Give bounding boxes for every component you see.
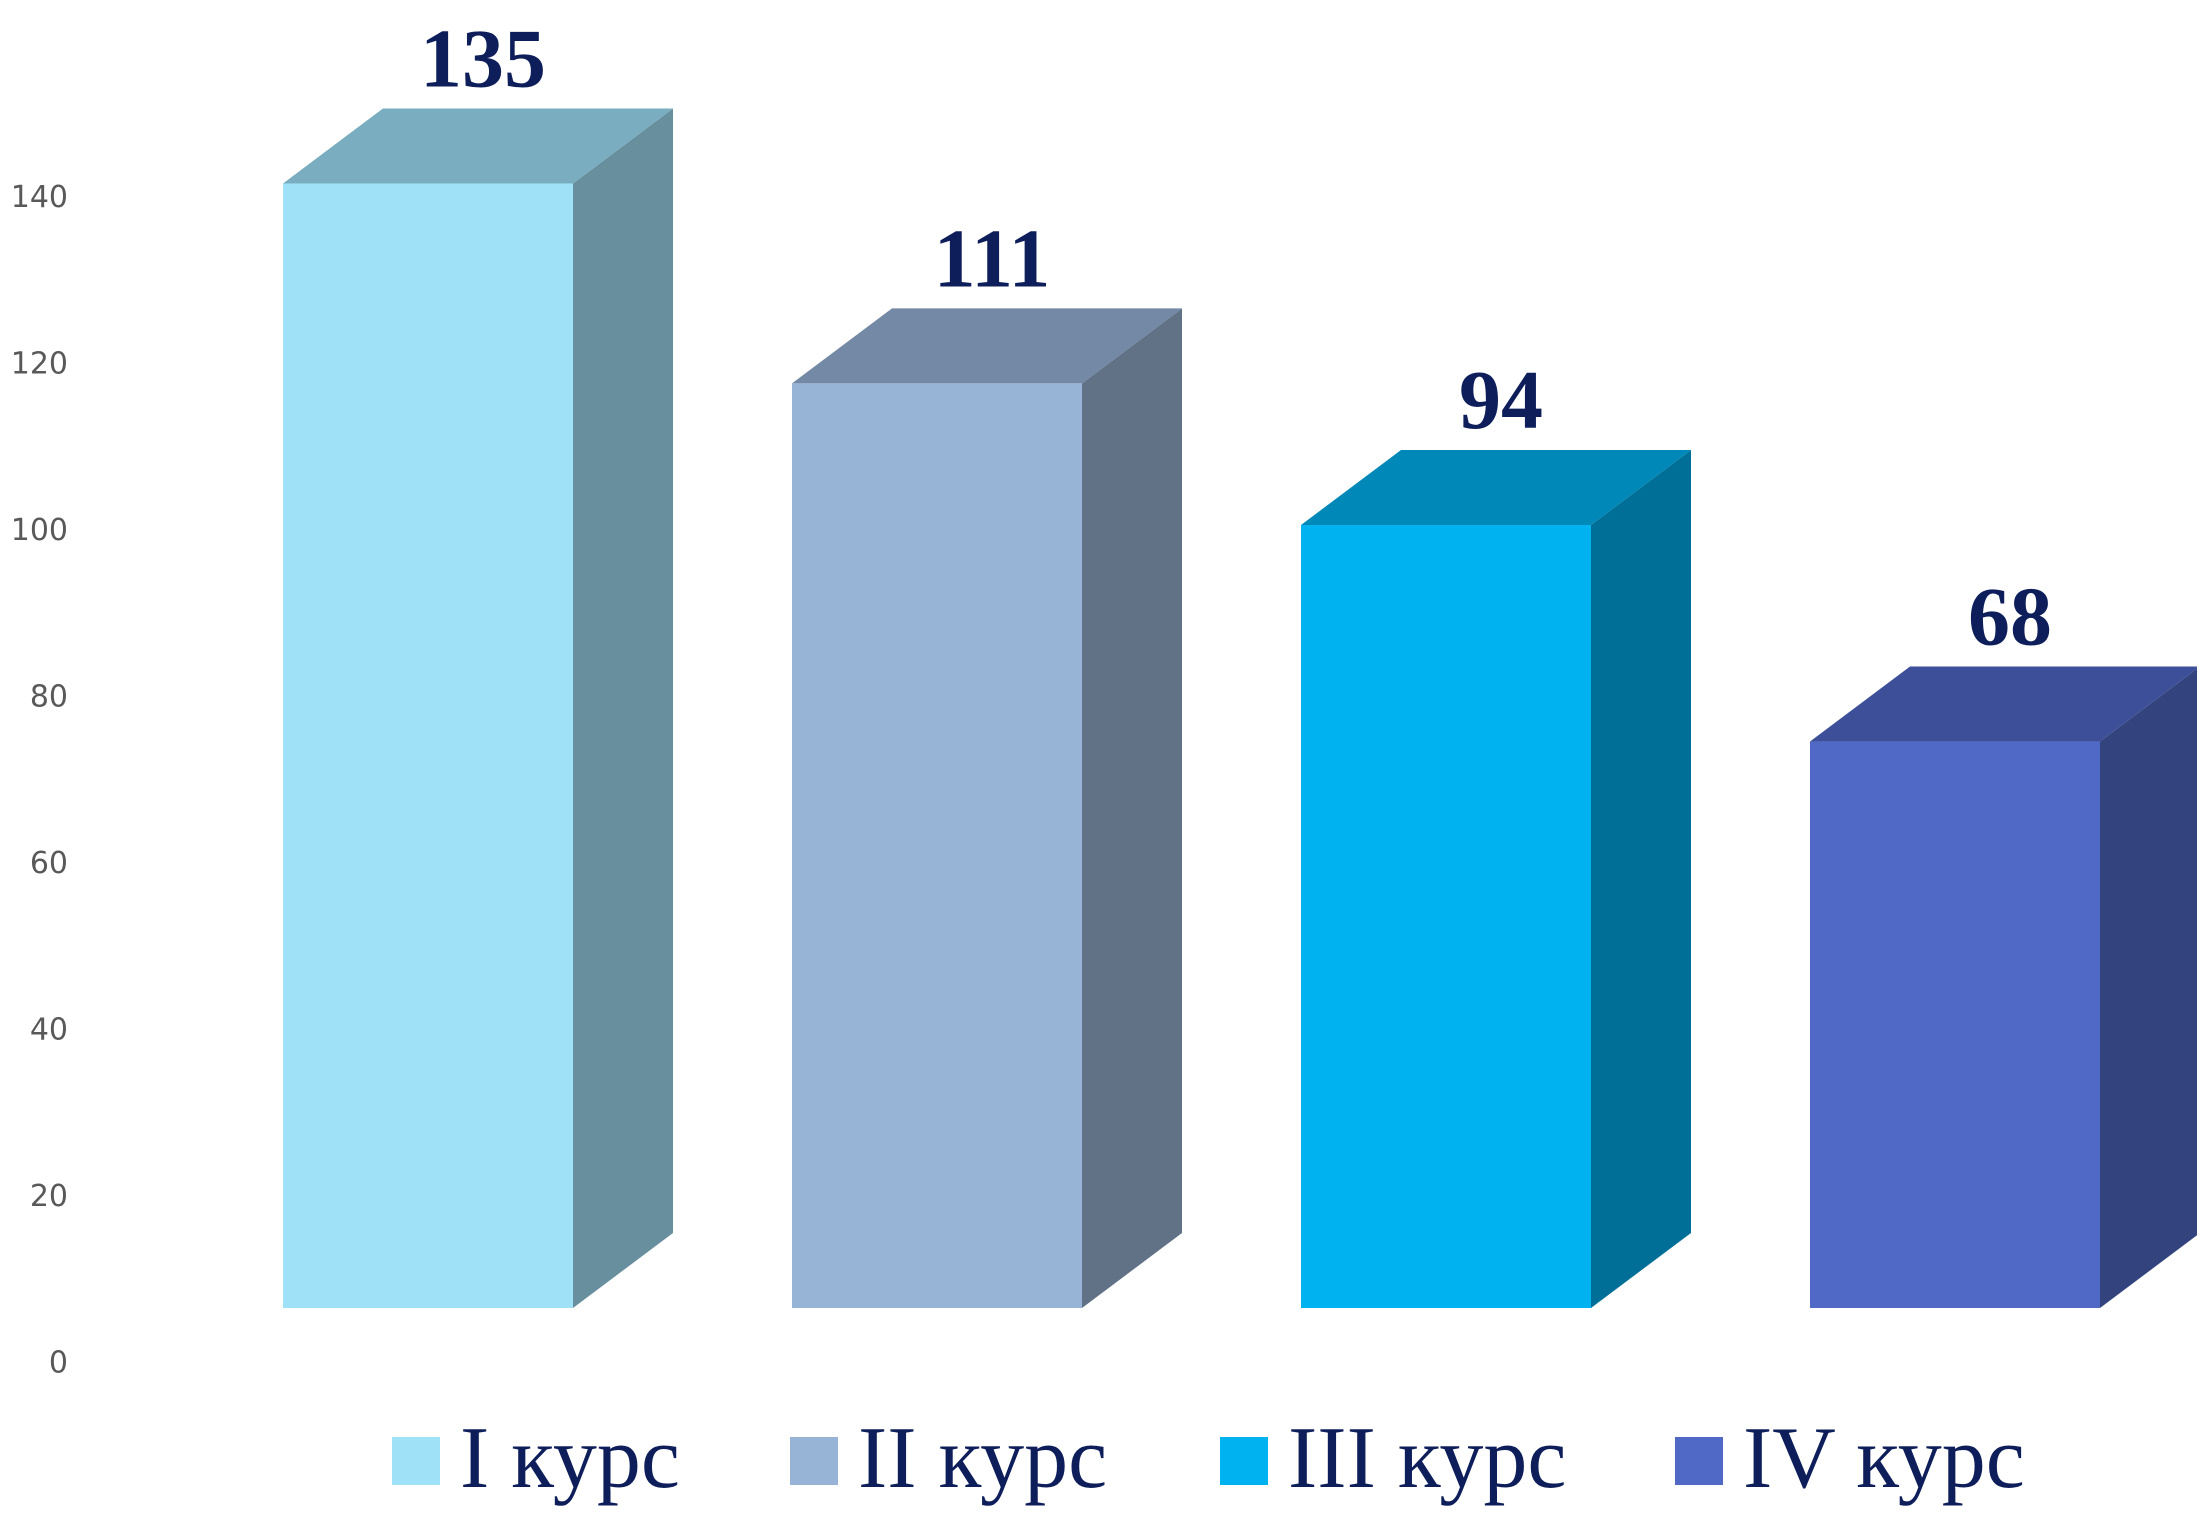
y-tick-label: 60	[30, 846, 68, 881]
y-tick-label: 0	[49, 1346, 68, 1381]
legend-label: II курс	[858, 1410, 1107, 1507]
bar-top-face	[283, 108, 673, 184]
bar	[1810, 666, 2197, 1308]
y-axis: 0 20 40 60 80 100 120 140	[11, 180, 68, 1381]
legend-label: III курс	[1288, 1410, 1566, 1507]
data-labels: 135 111 94 68	[420, 12, 2052, 663]
data-label: 111	[934, 212, 1051, 305]
legend-swatch	[790, 1437, 838, 1485]
bar-side-face	[1082, 308, 1182, 1308]
legend-swatch	[1220, 1437, 1268, 1485]
y-tick-label: 120	[11, 347, 68, 382]
bar-front-face	[1301, 524, 1591, 1308]
bar-front-face	[792, 383, 1082, 1308]
bar-top-face	[792, 308, 1182, 384]
bar-front-face	[1810, 741, 2100, 1308]
bars	[283, 108, 2197, 1309]
data-label: 68	[1968, 571, 2052, 664]
bar	[1301, 449, 1691, 1309]
legend: I курс II курс III курс IV курс	[392, 1410, 2025, 1507]
bar-side-face	[2100, 668, 2197, 1308]
bar	[283, 108, 673, 1309]
legend-item: II курс	[790, 1410, 1107, 1507]
data-label: 135	[420, 12, 546, 105]
y-tick-label: 40	[30, 1013, 68, 1048]
legend-item: I курс	[392, 1410, 680, 1507]
data-label: 94	[1459, 354, 1543, 447]
bar-side-face	[1591, 449, 1691, 1309]
y-tick-label: 140	[11, 180, 68, 215]
legend-item: IV курс	[1675, 1410, 2025, 1507]
legend-swatch	[392, 1437, 440, 1485]
legend-label: IV курс	[1743, 1410, 2025, 1507]
y-tick-label: 80	[30, 680, 68, 715]
legend-item: III курс	[1220, 1410, 1566, 1507]
bar-top-face	[1810, 666, 2197, 742]
bar-side-face	[573, 108, 673, 1309]
legend-label: I курс	[460, 1410, 680, 1507]
bar-front-face	[283, 183, 573, 1309]
bar	[792, 308, 1182, 1308]
y-tick-label: 20	[30, 1179, 68, 1214]
bar-top-face	[1301, 449, 1691, 525]
legend-swatch	[1675, 1437, 1723, 1485]
y-tick-label: 100	[11, 513, 68, 548]
